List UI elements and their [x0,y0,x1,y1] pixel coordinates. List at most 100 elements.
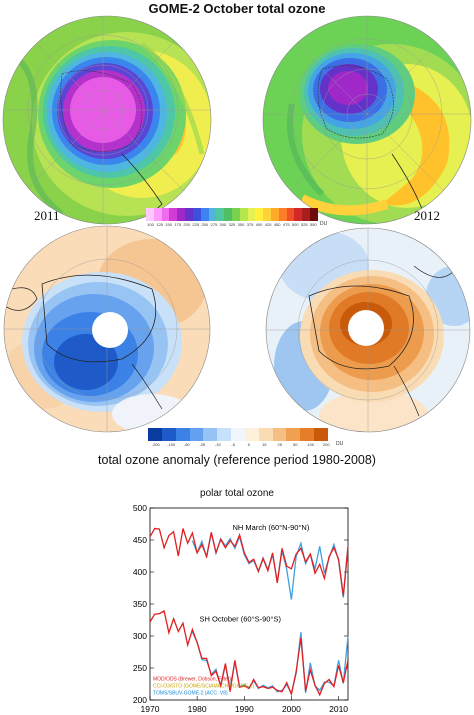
y-tick-label: 450 [133,535,147,545]
y-tick-label: 200 [133,695,147,705]
y-tick-label: 500 [133,503,147,513]
anomaly-colorbar-swatch [300,428,315,441]
total-colorbar-swatch [231,208,240,221]
x-tick-label: 1980 [188,704,207,714]
plot-frame [149,507,349,701]
total-colorbar-swatch [310,208,318,221]
anomaly-colorbar-tick-label: -15 [214,442,221,447]
anomaly-colorbar-swatch [148,428,162,441]
total-colorbar-tick-label: 125 [156,222,163,227]
series-line-sh [149,610,349,697]
ozone-map-2011 [2,15,212,225]
total-colorbar-swatch [239,208,248,221]
anomaly-colorbar-swatch [231,428,245,441]
year-label-2012: 2012 [414,208,440,223]
anomaly-map-2012 [265,227,471,433]
total-colorbar-swatch [169,208,178,221]
chart-title: polar total ozone [200,488,274,499]
x-tick-label: 2010 [329,704,348,714]
anomaly-colorbar-tick-label: 100 [307,442,315,447]
total-colorbar-swatch [208,208,217,221]
total-colorbar-swatch [216,208,225,221]
legend-entry: TOMS/SBUV-GOME-2 (ACC. V8) [153,690,228,696]
total-colorbar-tick-label: 300 [219,222,227,227]
total-colorbar-tick-label: 175 [174,222,181,227]
total-colorbar-swatch [146,208,154,221]
anomaly-colorbar-tick-label: 5 [247,442,250,447]
total-colorbar-swatch [247,208,256,221]
annotation-sh: SH October (60°S-90°S) [200,614,282,623]
x-tick-label: 1990 [235,704,254,714]
anomaly-colorbar-swatch [258,428,273,441]
total-colorbar-swatch [192,208,201,221]
anomaly-colorbar-tick-label: 15 [262,442,267,447]
anomaly-colorbar-labels: -200 -100 -50 -25 -15 -5 5 15 25 50 100 200 [148,442,334,447]
anomaly-colorbar-swatch [189,428,204,441]
total-colorbar-swatch [286,208,295,221]
anomaly-colorbar-tick-label: 50 [293,442,298,447]
total-colorbar-swatch [185,208,193,221]
anomaly-colorbar [148,428,328,441]
total-colorbar-tick-label: 100 [147,222,154,227]
legend-entry: MOD/ODS (Brewer, Dobson, Filter) [153,676,231,682]
anomaly-colorbar-swatch [203,428,218,441]
annotation-nh: NH March (60°N-90°N) [233,523,310,532]
total-colorbar-tick-label: 200 [183,222,191,227]
total-colorbar-tick-label: 350 [237,222,245,227]
anomaly-colorbar-tick-label: 25 [277,442,282,447]
anomaly-colorbar-tick-label: -25 [199,442,206,447]
anomaly-colorbar-swatch [314,428,328,441]
total-colorbar-tick-label: 550 [310,222,317,227]
total-colorbar-swatch [294,208,303,221]
total-colorbar-swatch [302,208,311,221]
ozone-map-2012 [262,15,472,225]
x-tick-label: 2000 [282,704,301,714]
total-colorbar-swatch [161,208,170,221]
total-colorbar-swatch [177,208,186,221]
anomaly-colorbar-tick-label: -50 [183,442,190,447]
anomaly-colorbar-unit: DU [336,441,344,447]
total-colorbar-tick-label: 225 [192,222,200,227]
polar-ozone-chart: 200 250 300 350 400 450 500 1970 1980 1990 2000 201… [133,503,349,714]
total-colorbar-tick-label: 150 [165,222,172,227]
anomaly-colorbar-tick-label: -200 [151,442,160,447]
legend-entry: CCI-O3/GTO (GOME/SCIAMACHY/GOME-2) [153,683,255,689]
total-colorbar-swatch [224,208,232,221]
total-ozone-colorbar [146,208,318,221]
total-colorbar-tick-label: 375 [246,222,254,227]
series-line-nh [149,527,349,596]
total-colorbar-tick-label: 475 [282,222,290,227]
total-colorbar-tick-label: 425 [264,222,272,227]
y-tick-label: 350 [133,599,147,609]
total-colorbar-swatch [278,208,287,221]
total-ozone-colorbar-labels: 100 125 150 175 200 225 250 275 300 325 350 375 400 4… [146,222,318,227]
figure-title: GOME-2 October total ozone [148,1,326,16]
total-colorbar-swatch [200,208,209,221]
anomaly-colorbar-swatch [272,428,287,441]
anomaly-colorbar-swatch [161,428,176,441]
total-colorbar-tick-label: 250 [201,222,209,227]
total-colorbar-tick-label: 525 [300,222,308,227]
anomaly-title: total ozone anomaly (reference period 19… [98,453,376,467]
anomaly-map-2011 [3,225,211,433]
anomaly-colorbar-swatch [286,428,301,441]
anomaly-colorbar-tick-label: -100 [167,442,176,447]
total-colorbar-swatch [153,208,162,221]
total-colorbar-tick-label: 450 [273,222,281,227]
year-label-2011: 2011 [34,208,60,223]
total-colorbar-tick-label: 325 [228,222,236,227]
anomaly-colorbar-swatch [175,428,190,441]
y-tick-label: 400 [133,567,147,577]
y-tick-label: 250 [133,663,147,673]
total-colorbar-tick-label: 400 [255,222,263,227]
total-colorbar-swatch [255,208,264,221]
total-colorbar-tick-label: 500 [291,222,299,227]
anomaly-colorbar-swatch [217,428,232,441]
x-tick-label: 1970 [141,704,160,714]
total-colorbar-tick-label: 275 [210,222,218,227]
total-colorbar-unit: DU [320,221,328,227]
anomaly-colorbar-tick-label: -5 [231,442,236,447]
total-colorbar-swatch [271,208,279,221]
y-tick-label: 300 [133,631,147,641]
anomaly-colorbar-tick-label: 200 [322,442,330,447]
